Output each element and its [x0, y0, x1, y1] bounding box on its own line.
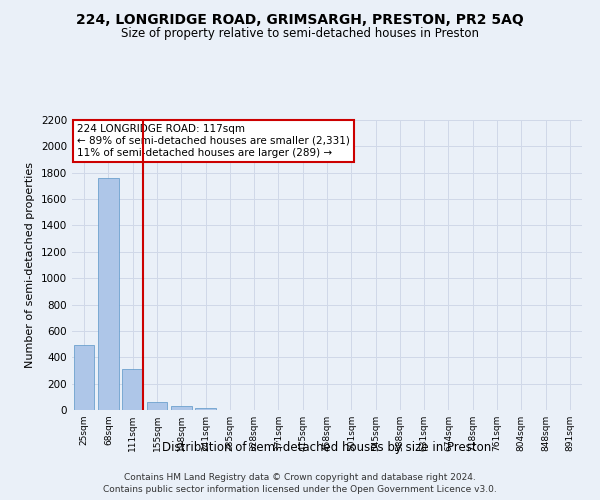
Text: 224, LONGRIDGE ROAD, GRIMSARGH, PRESTON, PR2 5AQ: 224, LONGRIDGE ROAD, GRIMSARGH, PRESTON,…	[76, 12, 524, 26]
Text: Size of property relative to semi-detached houses in Preston: Size of property relative to semi-detach…	[121, 28, 479, 40]
Text: Contains HM Land Registry data © Crown copyright and database right 2024.: Contains HM Land Registry data © Crown c…	[124, 473, 476, 482]
Text: 224 LONGRIDGE ROAD: 117sqm
← 89% of semi-detached houses are smaller (2,331)
11%: 224 LONGRIDGE ROAD: 117sqm ← 89% of semi…	[77, 124, 350, 158]
Text: Contains public sector information licensed under the Open Government Licence v3: Contains public sector information licen…	[103, 484, 497, 494]
Bar	[171, 406, 191, 410]
Y-axis label: Number of semi-detached properties: Number of semi-detached properties	[25, 162, 35, 368]
Bar	[146, 402, 167, 410]
Bar	[74, 346, 94, 410]
Text: Distribution of semi-detached houses by size in Preston: Distribution of semi-detached houses by …	[163, 441, 491, 454]
Bar	[98, 178, 119, 410]
Bar	[122, 369, 143, 410]
Bar	[195, 408, 216, 410]
